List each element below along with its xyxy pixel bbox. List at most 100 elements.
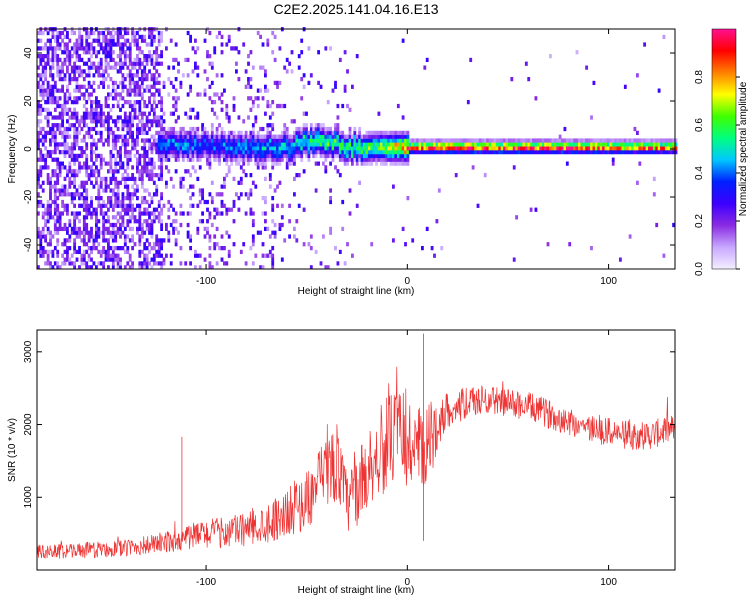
heatmap-cell [346,69,349,74]
heatmap-cell [155,192,159,197]
heatmap-cell [377,146,381,151]
heatmap-cell [462,138,465,143]
heatmap-cell [203,126,207,132]
heatmap-cell [109,161,113,166]
heatmap-cell [220,73,224,78]
heatmap-cell [191,192,195,197]
heatmap-cell [75,188,79,193]
heatmap-cell [128,176,132,182]
heatmap-cell [95,165,98,170]
heatmap-cell [123,211,127,216]
heatmap-cell [636,150,639,155]
heatmap-cell [95,50,98,55]
heatmap-cell [261,211,265,216]
heatmap-cell [68,126,72,132]
heatmap-cell [73,73,77,78]
heatmap-cell [39,165,43,170]
heatmap-cell [145,42,149,47]
heatmap-cell [121,134,125,139]
heatmap-cell [99,211,103,216]
heatmap-cell [343,146,347,151]
heatmap-cell [186,230,190,235]
heatmap-cell [582,142,586,147]
heatmap-cell [223,184,226,189]
heatmap-cell [179,222,183,228]
heatmap-cell [558,150,562,155]
heatmap-cell [37,184,40,189]
heatmap-cell [297,54,301,59]
heatmap-cell [73,261,77,266]
heatmap-cell [582,146,586,151]
heatmap-cell [520,142,523,147]
heatmap-cell [97,234,101,239]
heatmap-cell [63,203,67,208]
heatmap-cell [155,88,159,93]
heatmap-cell [288,161,292,166]
heatmap-cell [367,142,371,147]
heatmap-cell [97,111,101,116]
heatmap-cell [546,146,550,151]
heatmap-cell [223,261,226,266]
heatmap-cell [636,73,639,78]
heatmap-cell [152,142,156,147]
heatmap-cell [49,184,52,189]
heatmap-cell [290,142,294,147]
heatmap-cell [107,219,110,224]
heatmap-cell [102,34,106,40]
heatmap-cell [225,157,229,162]
heatmap-cell [196,126,200,132]
heatmap-cell [297,150,301,155]
heatmap-cell [225,142,229,147]
heatmap-cell [114,92,118,97]
heatmap-cell [49,265,52,270]
heatmap-cell [109,176,113,182]
heatmap-cell [169,176,173,182]
heatmap-cell [140,184,144,189]
heatmap-cell [136,38,139,43]
heatmap-cell [70,253,74,258]
heatmap-cell [116,180,120,185]
heatmap-cell [532,142,535,147]
heatmap-cell [440,246,444,251]
heatmap-cell [355,161,359,166]
heatmap-cell [206,230,209,235]
heatmap-cell [99,157,103,162]
heatmap-cell [404,157,407,162]
heatmap-cell [172,57,176,63]
heatmap-cell [476,150,480,155]
heatmap-cell [329,199,333,205]
heatmap-cell [128,92,132,97]
heatmap-cell [160,165,164,170]
heatmap-cell [148,69,151,74]
heatmap-cell [152,77,156,82]
heatmap-cell [150,92,154,97]
heatmap-cell [51,46,55,51]
heatmap-cell [273,34,277,40]
heatmap-cell [237,180,241,185]
heatmap-cell [99,30,103,36]
heatmap-cell [341,134,345,139]
heatmap-cell [148,54,151,59]
heatmap-cell [167,126,171,132]
heatmap-cell [174,57,178,63]
heatmap-cell [225,211,229,216]
heatmap-cell [346,138,349,143]
heatmap-cell [179,134,183,139]
heatmap-cell [167,199,171,205]
heatmap-cell [227,34,231,40]
heatmap-cell [41,215,45,220]
heatmap-cell [479,150,482,155]
heatmap-cell [39,169,43,174]
heatmap-cell [261,96,265,101]
heatmap-cell [172,226,176,232]
heatmap-cell [97,38,101,43]
heatmap-cell [483,150,487,155]
heatmap-cell [266,138,270,143]
heatmap-cell [128,257,132,262]
heatmap-cell [326,130,330,136]
heatmap-cell [128,134,132,139]
heatmap-cell [302,130,306,136]
heatmap-cell [80,84,84,89]
heatmap-cell [191,138,195,143]
heatmap-cell [295,146,299,151]
